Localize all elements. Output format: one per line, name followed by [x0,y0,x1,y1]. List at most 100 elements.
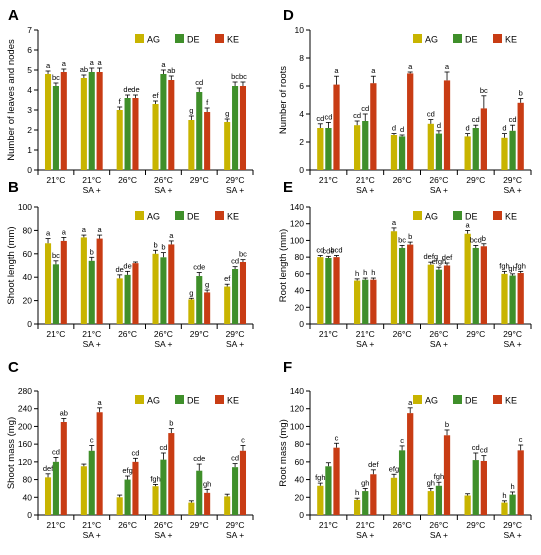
y-tick-label: 10 [295,25,305,35]
x-tick-label: 29°C [190,329,209,339]
bar-de [196,276,203,324]
x-tick-label-line: 29°C [226,329,245,339]
significance-label: f [206,98,209,107]
significance-label: bc [231,72,239,81]
bar-ag [224,286,231,324]
significance-label: cd [316,245,324,254]
significance-label: fgh [499,261,509,270]
significance-label: a [445,62,450,71]
x-tick-label-line: SA + [356,530,374,540]
significance-label: cd [132,448,140,457]
significance-label: cd [231,257,239,266]
significance-label: efg [122,466,132,475]
bar-ag [464,233,471,324]
bar-ag [501,273,508,324]
significance-label: cd [472,443,480,452]
y-tick-label: 7 [27,25,32,35]
bar-ag [152,486,159,515]
significance-label: c [400,436,404,445]
significance-label: bcd [470,235,482,244]
legend-label-de: DE [187,212,200,222]
significance-label: ef [224,274,231,283]
bar-de [232,467,239,515]
bar-de [232,269,239,324]
significance-label: def [442,253,453,262]
x-tick-label-line: SA + [83,339,101,349]
significance-label: d [392,124,396,133]
significance-label: cde [193,263,205,272]
x-tick-label-line: 29°C [503,520,522,530]
x-tick-label-line: 26°C [393,520,412,530]
bar-ag [427,264,434,324]
x-tick-label: 29°C SA + [503,175,522,195]
y-tick-label: 0 [27,319,32,329]
y-tick-label: 1 [27,145,32,155]
significance-label: h [502,491,506,500]
bar-ke [407,244,414,324]
bar-ag [116,278,123,324]
x-tick-label-line: 26°C [429,329,448,339]
bar-de [509,494,516,515]
bar-ag [354,499,361,515]
significance-label: b [161,243,165,252]
bar-ke [60,240,67,324]
x-tick-label-line: 29°C [466,175,485,185]
legend-swatch-ke [493,34,502,43]
x-tick-label-line: SA + [226,339,244,349]
y-tick-label: 2 [27,125,32,135]
legend-label-ag: AG [425,35,438,45]
y-tick-label: 4 [27,85,32,95]
bar-ke [132,263,139,324]
x-tick-label-line: 21°C [82,329,101,339]
y-tick-label: 20 [295,492,305,502]
x-tick-label: 29°C SA + [226,175,245,195]
significance-label: g [189,288,193,297]
significance-label: b [169,419,173,428]
legend-label-ke: KE [505,35,517,45]
bar-de [88,260,95,324]
panel-letter: E [283,179,293,196]
x-tick-label-line: 21°C [319,520,338,530]
bar-ke [517,450,524,515]
bar-ke [132,461,139,515]
x-tick-label-line: 21°C [46,329,65,339]
legend-swatch-de [453,34,462,43]
bar-ke [204,292,211,324]
significance-label: cde [322,246,334,255]
legend-label-de: DE [187,396,200,406]
y-tick-label: 80 [295,439,305,449]
x-tick-label: 21°C SA + [82,175,101,195]
significance-label: g [225,109,229,118]
bar-de [435,133,443,170]
significance-label: b [153,240,157,249]
significance-label: a [46,229,51,238]
bar-ke [96,238,103,324]
significance-label: a [46,61,51,70]
x-tick-label: 21°C [319,175,338,185]
panel-letter: F [283,359,292,376]
x-tick-label: 26°C SA + [154,329,173,349]
bar-de [435,485,443,515]
significance-label: efgh [432,257,447,266]
y-tick-label: 80 [295,252,305,262]
bar-de [196,470,203,515]
y-tick-label: 0 [299,319,304,329]
x-tick-label: 21°C SA + [82,520,101,540]
bar-ag [390,231,398,324]
bar-ke [407,413,414,515]
y-tick-label: 40 [295,286,305,296]
bar-ag [152,253,159,324]
x-tick-label: 26°C SA + [154,520,173,540]
x-tick-label-line: 21°C [356,329,375,339]
significance-label: g [189,106,193,115]
panel-letter: D [283,7,294,24]
bar-de [362,491,369,515]
y-tick-label: 100 [290,421,304,431]
significance-label: fgh [150,474,160,483]
significance-label: bc [480,86,488,95]
y-tick-label: 3 [27,105,32,115]
y-tick-label: 100 [290,235,304,245]
panel-b: B Shoot length (mm) 0 20 40 60 80 100 21°C a bc a 21… [6,179,254,349]
significance-label: g [205,280,209,289]
y-tick-label: 6 [299,81,304,91]
